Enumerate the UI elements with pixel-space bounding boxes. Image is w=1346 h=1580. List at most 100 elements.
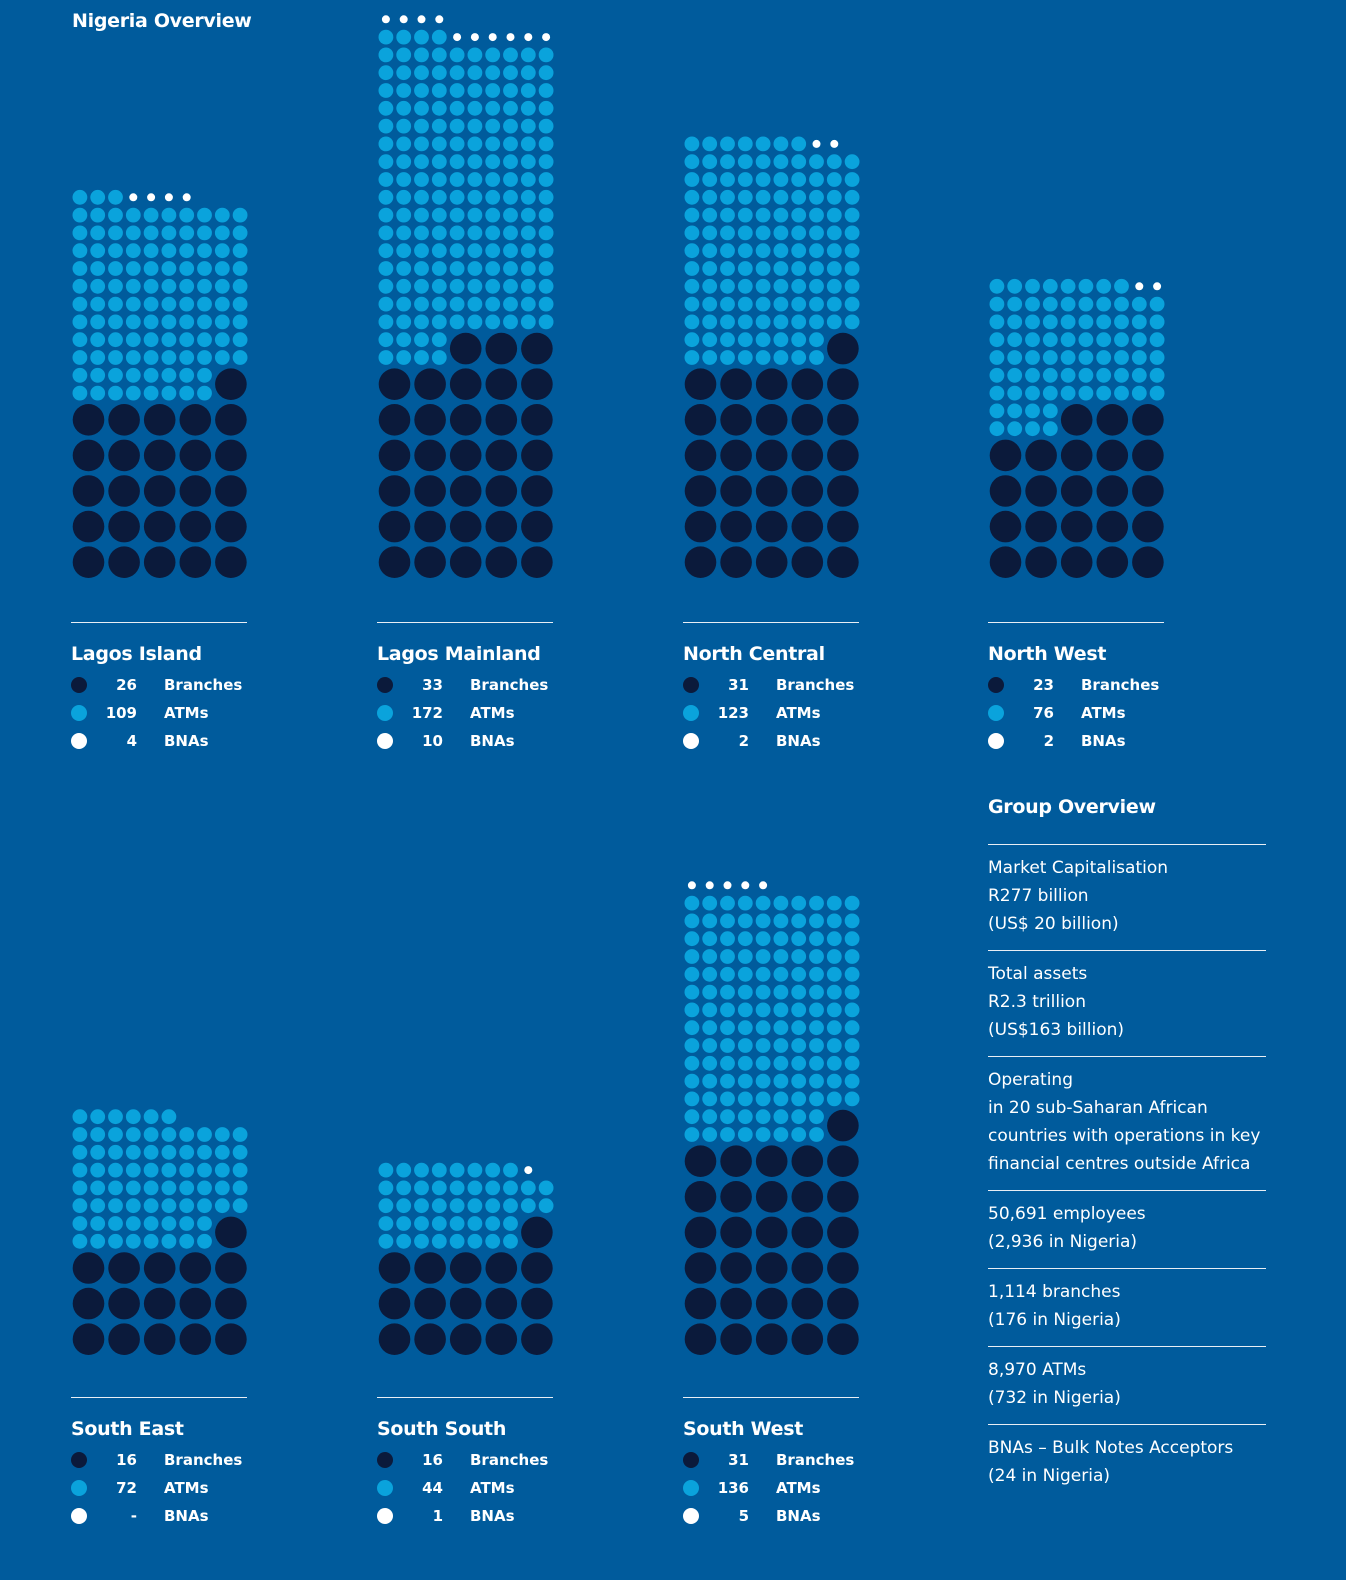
atm-dot xyxy=(467,1162,483,1178)
atm-dot xyxy=(826,895,842,911)
bna-dot xyxy=(524,33,533,42)
atm-dot xyxy=(520,189,536,205)
atm-dot xyxy=(684,1127,700,1142)
branch-dot xyxy=(143,404,176,436)
atm-dot xyxy=(791,1002,807,1018)
branch-dot xyxy=(215,546,247,578)
branch-dot xyxy=(720,1323,752,1355)
branch-dot xyxy=(755,404,788,436)
atm-dot xyxy=(108,1216,123,1231)
atm-dot xyxy=(755,314,771,330)
atm-dot xyxy=(378,261,394,276)
region-divider xyxy=(71,622,247,623)
atm-dot xyxy=(684,949,700,964)
atm-dot xyxy=(538,189,554,205)
branch-dot xyxy=(215,1287,247,1320)
branch-dot xyxy=(755,1216,788,1249)
atm-dot xyxy=(684,207,700,223)
bna-dot xyxy=(399,15,408,24)
branch-dot xyxy=(1060,546,1093,578)
atm-dot xyxy=(684,966,700,982)
atm-dot xyxy=(1007,314,1023,330)
group-overview-line: 1,114 branches xyxy=(988,1282,1121,1302)
atm-dot xyxy=(90,1180,106,1196)
atm-dot xyxy=(538,100,554,116)
branch-dot xyxy=(108,546,140,578)
atm-dot xyxy=(108,189,123,205)
bna-dot xyxy=(147,193,156,202)
branch-dot xyxy=(720,1145,752,1177)
region-north-west: North West 23 Branches 76 ATMs 2 BNAs xyxy=(988,0,1165,1580)
dot-chart-lagos-island xyxy=(72,189,248,578)
region-name: North West xyxy=(988,643,1107,665)
atm-dot xyxy=(1042,385,1058,401)
atm-dot xyxy=(214,1198,230,1214)
branch-dot xyxy=(684,1287,717,1320)
legend-row-branches: 26 Branches xyxy=(71,675,271,695)
atms-legend-dot xyxy=(377,705,393,721)
group-overview-item: 1,114 branches (176 in Nigeria) xyxy=(988,1268,1266,1346)
atm-dot xyxy=(503,1216,518,1231)
atm-dot xyxy=(90,314,106,330)
branch-dot xyxy=(179,1287,212,1320)
atm-dot xyxy=(826,261,842,276)
branch-dot xyxy=(1096,439,1129,472)
atm-dot xyxy=(108,1180,123,1196)
atm-dot xyxy=(720,966,735,982)
region-divider xyxy=(377,1397,553,1398)
atm-dot xyxy=(90,1144,106,1160)
group-overview-line: (2,936 in Nigeria) xyxy=(988,1232,1138,1252)
atm-dot xyxy=(197,332,212,348)
branches-label: Branches xyxy=(470,676,549,694)
atm-dot xyxy=(72,261,88,276)
atm-dot xyxy=(520,207,536,223)
atm-dot xyxy=(197,385,212,401)
atm-dot xyxy=(108,314,123,330)
atm-dot xyxy=(214,243,230,259)
atm-dot xyxy=(143,314,159,330)
atm-dot xyxy=(684,1055,700,1071)
atm-dot xyxy=(72,296,88,312)
group-overview-line: R277 billion xyxy=(988,886,1089,906)
atm-dot xyxy=(378,29,394,45)
atm-dot xyxy=(503,296,518,312)
atm-dot xyxy=(702,172,718,187)
branch-dot xyxy=(72,1287,105,1320)
atm-dot xyxy=(684,314,700,330)
atm-dot xyxy=(844,296,860,312)
atm-dot xyxy=(232,1144,248,1160)
atm-dot xyxy=(108,261,123,276)
branch-dot xyxy=(1025,439,1057,472)
atm-dot xyxy=(684,1020,700,1036)
branches-legend-dot xyxy=(683,677,699,693)
bna-dot xyxy=(381,15,390,24)
atm-dot xyxy=(684,172,700,187)
atm-dot xyxy=(538,154,554,170)
branch-dot xyxy=(521,332,553,365)
atm-dot xyxy=(197,225,212,241)
atm-dot xyxy=(161,225,177,241)
branch-dot xyxy=(720,439,752,472)
atm-dot xyxy=(72,189,88,205)
group-overview: Group Overview Market Capitalisation R277… xyxy=(988,796,1266,1502)
branch-dot xyxy=(449,404,482,436)
branch-dot xyxy=(791,475,824,507)
atm-dot xyxy=(773,172,789,187)
atm-dot xyxy=(108,332,123,348)
atm-dot xyxy=(1007,332,1023,348)
atms-count: 136 xyxy=(717,1479,749,1497)
legend-row-atms: 44 ATMs xyxy=(377,1478,577,1498)
atm-dot xyxy=(773,984,789,1000)
atm-dot xyxy=(197,296,212,312)
atm-dot xyxy=(773,261,789,276)
atm-dot xyxy=(737,136,753,152)
atm-dot xyxy=(485,1216,501,1231)
atm-dot xyxy=(520,100,536,116)
atm-dot xyxy=(684,1073,700,1089)
atm-dot xyxy=(90,367,106,383)
region-south-east: South East 16 Branches 72 ATMs - BNAs xyxy=(71,0,248,1580)
atm-dot xyxy=(702,296,718,312)
atm-dot xyxy=(125,243,141,259)
branch-dot xyxy=(378,439,411,472)
branch-dot xyxy=(521,510,553,543)
